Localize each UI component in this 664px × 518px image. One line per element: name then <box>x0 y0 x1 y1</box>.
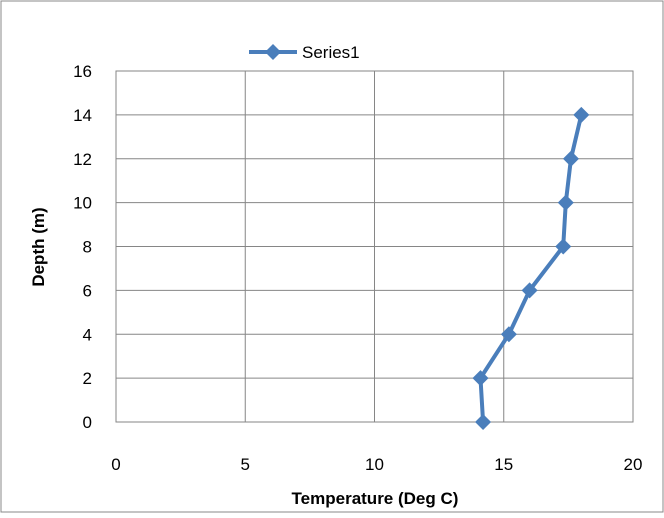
data-point-marker <box>472 370 489 387</box>
y-tick-label: 2 <box>83 369 92 388</box>
y-tick-label: 4 <box>83 325 92 344</box>
plot-area-frame <box>115 70 634 423</box>
y-axis-title: Depth (m) <box>29 207 48 286</box>
x-tick-label: 5 <box>241 455 250 474</box>
x-tick-label: 0 <box>111 455 120 474</box>
axes <box>115 70 634 423</box>
data-point-marker <box>562 150 579 167</box>
legend: Series1 <box>249 43 360 62</box>
x-tick-label: 20 <box>624 455 643 474</box>
data-point-marker <box>555 238 572 255</box>
legend-marker-diamond <box>265 44 281 60</box>
y-tick-label: 10 <box>73 194 92 213</box>
y-tick-label: 14 <box>73 106 92 125</box>
y-tick-label: 16 <box>73 62 92 81</box>
y-tick-label: 8 <box>83 238 92 257</box>
series-line-1 <box>478 114 584 423</box>
tick-labels: 0 2 4 6 8 10 12 14 16 0 5 10 15 20 <box>73 62 642 474</box>
series-layer <box>472 106 590 430</box>
legend-label-series1: Series1 <box>302 43 360 62</box>
data-point-marker <box>557 194 574 211</box>
data-point-marker <box>500 326 517 343</box>
x-tick-label: 15 <box>494 455 513 474</box>
y-tick-label: 12 <box>73 150 92 169</box>
data-point-marker <box>521 282 538 299</box>
y-tick-label: 6 <box>83 281 92 300</box>
y-tick-label: 0 <box>83 413 92 432</box>
data-point-marker <box>475 414 492 430</box>
data-point-marker <box>573 106 590 123</box>
x-tick-label: 10 <box>365 455 384 474</box>
x-axis-title: Temperature (Deg C) <box>292 489 459 508</box>
